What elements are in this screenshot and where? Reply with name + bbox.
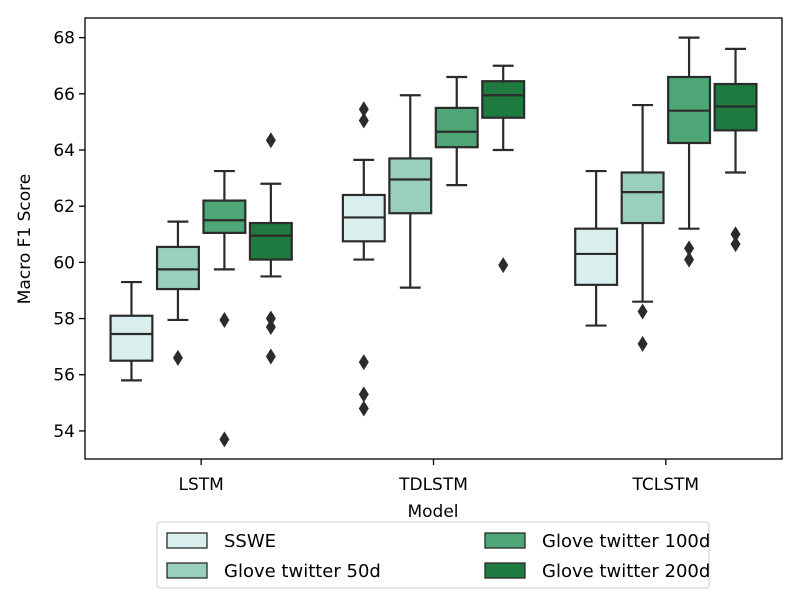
legend: SSWE Glove twitter 50d Glove twitter 100d G… — [156, 521, 710, 589]
outlier-point — [219, 431, 230, 448]
x-axis-title: Model — [407, 502, 458, 522]
y-tick-label: 66 — [53, 85, 75, 105]
y-tick-label: 56 — [53, 366, 75, 386]
y-axis-title: Macro F1 Score — [15, 174, 35, 304]
outlier-point — [637, 335, 648, 352]
box-1-3 — [481, 64, 526, 274]
y-tick-label: 64 — [53, 141, 75, 161]
legend-label: Glove twitter 50d — [224, 561, 381, 582]
outlier-point — [637, 303, 648, 320]
y-tick-label: 62 — [53, 197, 75, 217]
box-body — [248, 221, 293, 261]
box-1-1 — [388, 94, 433, 289]
box-body — [109, 314, 154, 362]
outlier-point — [172, 349, 183, 366]
legend-frame — [156, 521, 710, 589]
outlier-point — [358, 400, 369, 417]
legend-swatch — [484, 562, 526, 579]
box-body — [481, 80, 526, 119]
box-2-3 — [713, 47, 758, 253]
box-body — [388, 157, 433, 215]
box-0-0 — [109, 280, 154, 382]
outlier-point — [358, 101, 369, 118]
outlier-point — [265, 132, 276, 149]
legend-label: Glove twitter 100d — [542, 531, 710, 552]
box-0-1 — [155, 220, 200, 366]
y-axis: 54 56 58 60 62 64 66 68 — [53, 29, 85, 442]
box-1-2 — [434, 75, 479, 187]
x-tick-label: LSTM — [179, 475, 224, 495]
legend-label: SSWE — [224, 531, 276, 552]
box-body — [574, 227, 619, 286]
outlier-point — [684, 251, 695, 268]
box-2-1 — [620, 103, 665, 352]
outlier-point — [219, 311, 230, 328]
plot-area — [109, 36, 758, 448]
outlier-point — [358, 354, 369, 371]
box-body — [434, 106, 479, 149]
box-body — [155, 245, 200, 291]
outlier-point — [265, 318, 276, 335]
x-axis: LSTM TDLSTM TCLSTM — [179, 459, 700, 495]
outlier-point — [684, 240, 695, 257]
outlier-point — [730, 236, 741, 253]
legend-swatch — [166, 562, 208, 579]
y-tick-label: 54 — [53, 422, 75, 442]
box-1-0 — [341, 101, 386, 417]
box-2-0 — [574, 169, 619, 327]
x-tick-label: TCLSTM — [632, 475, 700, 495]
outlier-point — [358, 386, 369, 403]
outlier-point — [265, 310, 276, 327]
legend-label: Glove twitter 200d — [542, 561, 710, 582]
legend-swatch — [484, 532, 526, 549]
x-tick-label: TDLSTM — [398, 475, 468, 495]
outlier-point — [358, 112, 369, 129]
y-tick-label: 60 — [53, 253, 75, 273]
box-2-2 — [667, 36, 712, 268]
outlier-point — [730, 226, 741, 243]
legend-swatch — [166, 532, 208, 549]
box-body — [202, 199, 247, 234]
y-tick-label: 68 — [53, 29, 75, 49]
y-tick-label: 58 — [53, 310, 75, 330]
outlier-point — [498, 257, 509, 274]
box-0-3 — [248, 132, 293, 365]
outlier-point — [265, 348, 276, 365]
box-body — [620, 171, 665, 225]
box-0-2 — [202, 169, 247, 448]
